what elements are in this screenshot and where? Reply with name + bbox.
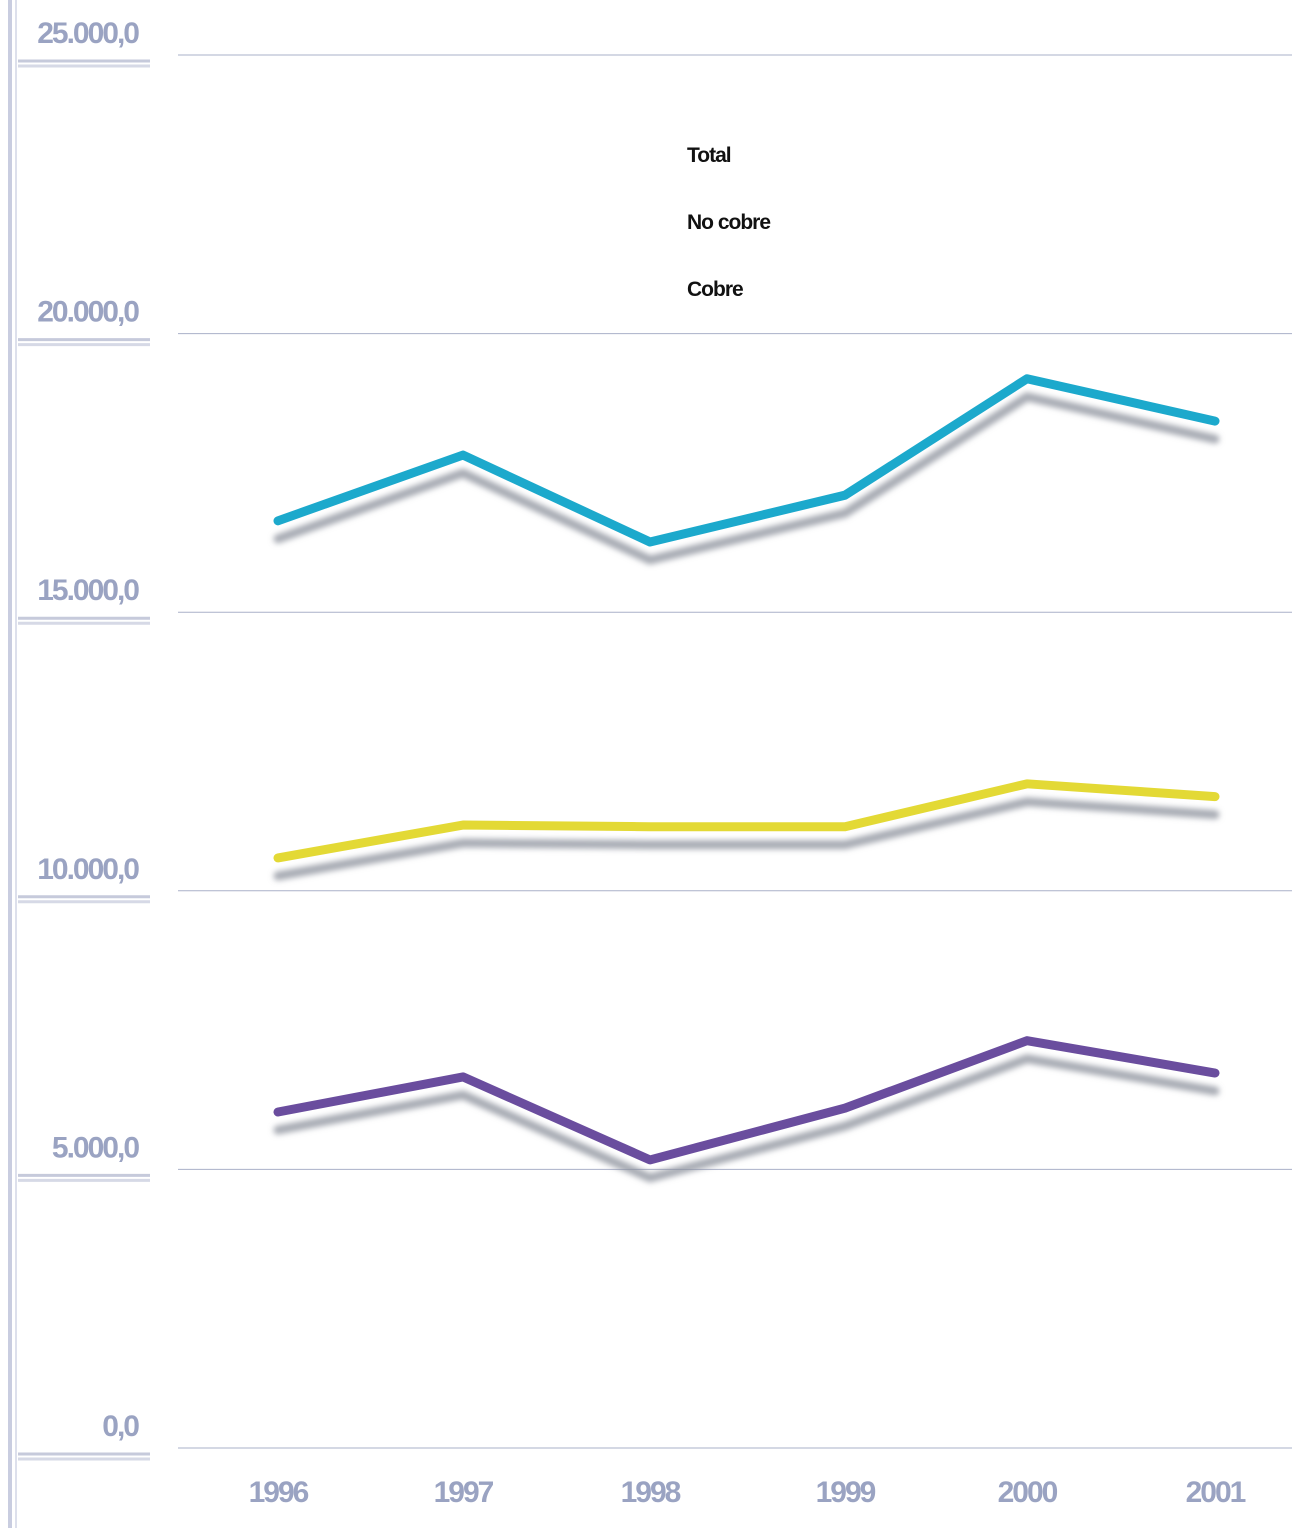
x-tick-label: 1998 bbox=[621, 1476, 681, 1509]
series-line bbox=[273, 779, 1220, 863]
x-tick-label: 1999 bbox=[816, 1476, 876, 1509]
series-line bbox=[273, 374, 1220, 547]
y-tick-label: 5.000,0 bbox=[52, 1131, 139, 1164]
legend-label: No cobre bbox=[687, 211, 770, 234]
x-tick-label: 1996 bbox=[249, 1476, 309, 1509]
y-tick-label: 10.000,0 bbox=[37, 853, 139, 886]
x-tick-label: 2001 bbox=[1186, 1476, 1246, 1509]
legend-label: Total bbox=[687, 144, 731, 167]
legend-label: Cobre bbox=[687, 278, 743, 301]
y-tick-label: 15.000,0 bbox=[37, 574, 139, 607]
y-tick-label: 20.000,0 bbox=[37, 296, 139, 329]
y-tick-label: 25.000,0 bbox=[37, 17, 139, 50]
series-line bbox=[273, 1036, 1220, 1165]
y-tick-label: 0,0 bbox=[102, 1410, 139, 1443]
x-tick-label: 2000 bbox=[998, 1476, 1058, 1509]
x-tick-label: 1997 bbox=[434, 1476, 494, 1509]
